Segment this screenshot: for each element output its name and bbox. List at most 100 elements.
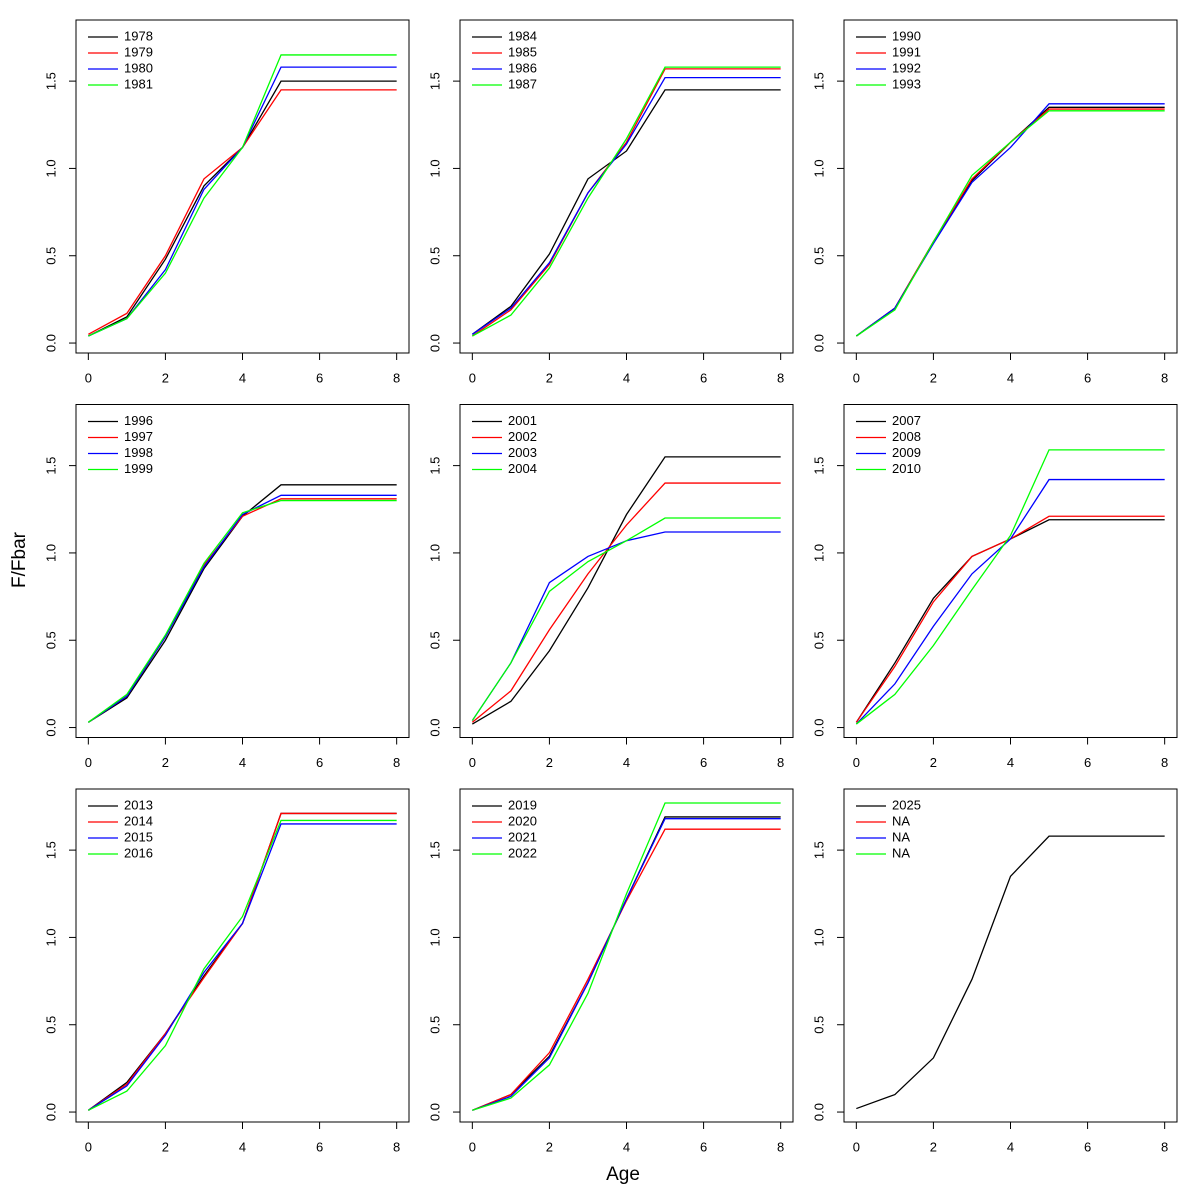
y-tick-label: 0.0 <box>427 334 442 352</box>
x-tick-label: 2 <box>546 370 553 385</box>
x-tick-label: 6 <box>1084 1139 1091 1154</box>
legend-label: NA <box>892 829 910 844</box>
x-tick-label: 0 <box>853 755 860 770</box>
x-tick-label: 2 <box>930 755 937 770</box>
y-tick-label: 0.5 <box>43 247 58 265</box>
x-tick-label: 2 <box>930 370 937 385</box>
series-line <box>87 494 397 723</box>
x-tick-label: 0 <box>85 370 92 385</box>
y-tick-label: 0.5 <box>811 247 826 265</box>
y-tick-label: 0.0 <box>427 1103 442 1121</box>
series-line <box>855 478 1165 725</box>
legend-label: 2015 <box>124 829 153 844</box>
series-line <box>87 499 397 723</box>
y-tick-label: 1.5 <box>427 841 442 859</box>
x-tick-label: 4 <box>623 1139 630 1154</box>
legend-label: 2021 <box>508 829 537 844</box>
x-tick-label: 4 <box>239 1139 246 1154</box>
y-tick-label: 0.0 <box>43 719 58 737</box>
x-tick-label: 0 <box>469 370 476 385</box>
y-axis-label: F/Fbar <box>9 531 30 588</box>
y-tick-label: 0.5 <box>427 247 442 265</box>
series-line <box>855 449 1165 725</box>
x-tick-label: 2 <box>546 1139 553 1154</box>
legend-label: 2016 <box>124 845 153 860</box>
series-line <box>472 456 781 725</box>
x-tick-label: 2 <box>162 370 169 385</box>
legend-label: 2009 <box>892 445 921 460</box>
y-tick-label: 1.5 <box>427 457 442 475</box>
y-tick-label: 0.5 <box>427 631 442 649</box>
y-tick-label: 1.0 <box>427 928 442 946</box>
y-tick-label: 1.5 <box>43 841 58 859</box>
series-line <box>88 54 397 337</box>
x-tick-label: 8 <box>1161 1139 1168 1154</box>
legend-label: 2004 <box>508 461 537 476</box>
x-tick-label: 4 <box>623 370 630 385</box>
y-tick-label: 0.5 <box>427 1016 442 1034</box>
y-tick-label: 1.5 <box>43 72 58 90</box>
series-line <box>88 66 397 337</box>
legend-label: 1979 <box>124 44 153 59</box>
y-tick-label: 0.5 <box>43 631 58 649</box>
y-tick-label: 0.5 <box>811 631 826 649</box>
legend-label: 1996 <box>124 413 153 428</box>
series-line <box>856 835 1165 1110</box>
series-line <box>472 818 781 1111</box>
legend-label: 2008 <box>892 429 921 444</box>
legend-label: 1997 <box>124 429 153 444</box>
x-tick-label: 8 <box>777 755 784 770</box>
legend-label: 1992 <box>892 60 921 75</box>
legend-label: NA <box>892 845 910 860</box>
legend-label: 2022 <box>508 845 537 860</box>
x-tick-label: 0 <box>469 755 476 770</box>
series-line <box>855 108 1165 337</box>
x-tick-label: 6 <box>700 370 707 385</box>
y-tick-label: 1.0 <box>43 928 58 946</box>
x-tick-label: 4 <box>1007 370 1014 385</box>
x-tick-label: 6 <box>700 1139 707 1154</box>
series-line <box>472 66 781 337</box>
y-tick-label: 1.0 <box>811 544 826 562</box>
y-tick-label: 0.0 <box>43 1103 58 1121</box>
x-tick-label: 8 <box>393 1139 400 1154</box>
y-tick-label: 0.0 <box>427 719 442 737</box>
series-line <box>855 519 1165 723</box>
series-line <box>855 110 1165 337</box>
x-tick-label: 6 <box>316 370 323 385</box>
x-tick-label: 8 <box>777 370 784 385</box>
x-tick-label: 4 <box>623 755 630 770</box>
series-line <box>471 482 781 723</box>
x-tick-label: 8 <box>393 370 400 385</box>
x-tick-label: 2 <box>546 755 553 770</box>
y-tick-label: 1.0 <box>427 159 442 177</box>
y-tick-label: 1.0 <box>811 928 826 946</box>
x-tick-label: 8 <box>393 755 400 770</box>
legend-label: 1986 <box>508 60 537 75</box>
x-axis-label: Age <box>606 1164 640 1185</box>
legend-label: 1993 <box>892 76 921 91</box>
x-tick-label: 6 <box>1084 755 1091 770</box>
x-tick-label: 6 <box>1084 370 1091 385</box>
series-line <box>471 517 781 721</box>
series-line <box>471 76 781 335</box>
y-tick-label: 1.5 <box>427 72 442 90</box>
legend-label: 2014 <box>124 813 153 828</box>
legend-label: 1984 <box>508 28 537 43</box>
x-tick-label: 6 <box>316 755 323 770</box>
legend-label: 2002 <box>508 429 537 444</box>
x-tick-label: 8 <box>777 1139 784 1154</box>
legend-label: 1990 <box>892 28 921 43</box>
legend-label: 1998 <box>124 445 153 460</box>
legend-label: 1999 <box>124 461 153 476</box>
x-tick-label: 2 <box>162 755 169 770</box>
y-tick-label: 0.5 <box>811 1016 826 1034</box>
legend-label: 1991 <box>892 44 921 59</box>
legend-label: 1981 <box>124 76 153 91</box>
y-tick-label: 0.0 <box>811 1103 826 1121</box>
x-tick-label: 0 <box>469 1139 476 1154</box>
x-tick-label: 2 <box>930 1139 937 1154</box>
x-tick-label: 6 <box>700 755 707 770</box>
legend-label: 2020 <box>508 813 537 828</box>
